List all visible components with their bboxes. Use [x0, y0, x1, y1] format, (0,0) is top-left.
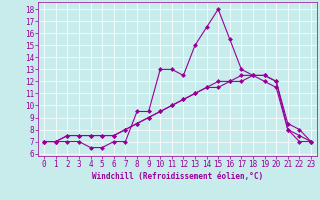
X-axis label: Windchill (Refroidissement éolien,°C): Windchill (Refroidissement éolien,°C) — [92, 172, 263, 181]
